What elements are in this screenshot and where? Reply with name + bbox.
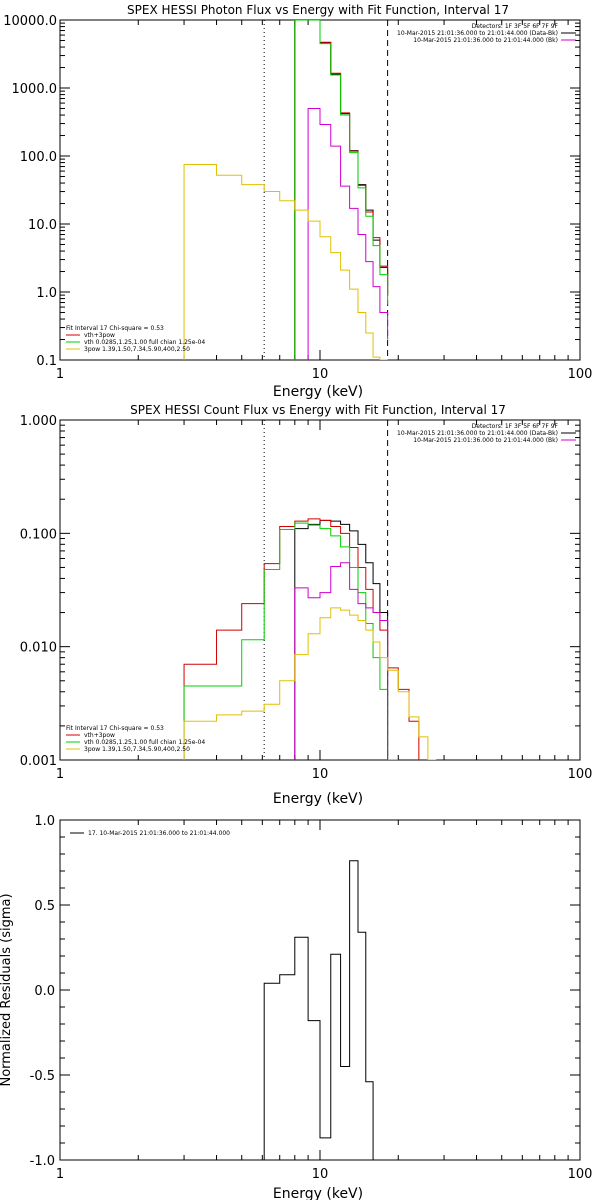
legend-entry: vth 0.0285,1.25,1.00 full chian 1.25e-04 [84,339,205,346]
x-tick-label: 100 [568,367,593,382]
residuals-panel: Energy (keV) Normalized Residuals (sigma… [0,814,592,1200]
y-tick-label: 0.010 [20,641,57,656]
x-tick-label: 10 [312,767,329,782]
legend-entry: Fit Interval 17 Chi-square = 0.53 [66,325,164,332]
legend-entry: 3pow 1.39,1.50,7.34,5.90,400,2.50 [84,746,190,753]
legend-entry: Fit Interval 17 Chi-square = 0.53 [66,725,164,732]
series-powerlaw [183,163,388,360]
series-thermal [294,20,389,360]
legend-entry: 3pow 1.39,1.50,7.34,5.90,400,2.50 [84,346,190,353]
count-flux-xlabel: Energy (keV) [273,791,363,807]
y-tick-label: 10000.0 [3,14,57,29]
header-line: 10-Mar-2015 21:01:36.000 to 21:01:44.000… [397,430,558,437]
series-thermal [183,522,399,760]
x-tick-label: 100 [568,1167,593,1182]
series-data_minus_bk [294,562,389,760]
y-tick-label: 100.0 [20,150,57,165]
photon-flux-title: SPEX HESSI Photon Flux vs Energy with Fi… [127,3,509,17]
y-tick-label: 10.0 [28,218,57,233]
x-tick-label: 10 [312,1167,329,1182]
y-tick-label: 1.0 [36,286,57,301]
series-powerlaw [183,607,437,760]
photon-flux-xlabel: Energy (keV) [273,384,363,400]
y-tick-label: 1.000 [20,414,57,429]
y-tick-label: 0.1 [36,354,57,369]
y-tick-label: 0.0 [34,984,55,999]
count-flux-title: SPEX HESSI Count Flux vs Energy with Fit… [130,403,506,417]
residuals-ylabel: Normalized Residuals (sigma) [0,893,14,1086]
legend-entry: 17. 10-Mar-2015 21:01:36.000 to 21:01:44… [88,830,230,837]
count-flux-panel: SPEX HESSI Count Flux vs Energy with Fit… [20,403,593,807]
series-total [294,519,389,760]
header-line: Detectors: 1F 3F 5F 6F 7F 9F [472,23,559,30]
header-line: 10-Mar-2015 21:01:36.000 to 21:01:44.000… [397,30,558,37]
residuals-xlabel: Energy (keV) [273,1186,363,1200]
series-residual [263,860,374,1160]
x-tick-label: 1 [56,767,64,782]
x-tick-label: 1 [56,1167,64,1182]
x-tick-label: 10 [312,367,329,382]
header-line: 10-Mar-2015 21:01:36.000 to 21:01:44.000… [413,437,558,444]
series-data_minus_bk [307,107,389,360]
photon-flux-panel: SPEX HESSI Photon Flux vs Energy with Fi… [3,3,592,400]
legend-entry: vth 0.0285,1.25,1.00 full chian 1.25e-04 [84,739,205,746]
x-tick-label: 1 [56,367,64,382]
legend-entry: vth+3pow [84,732,115,739]
y-tick-label: 0.001 [20,754,57,769]
x-tick-label: 100 [568,767,593,782]
y-tick-label: -1.0 [30,1154,55,1169]
legend-entry: vth+3pow [84,332,115,339]
y-tick-label: 1.0 [34,814,55,829]
y-tick-label: 0.5 [34,899,55,914]
header-line: Detectors: 1F 3F 5F 6F 7F 9F [472,423,559,430]
y-tick-label: 0.100 [20,527,57,542]
y-tick-label: 1000.0 [12,82,58,97]
y-tick-label: -0.5 [30,1069,55,1084]
header-line: 10-Mar-2015 21:01:36.000 to 21:01:44.000… [413,37,558,44]
